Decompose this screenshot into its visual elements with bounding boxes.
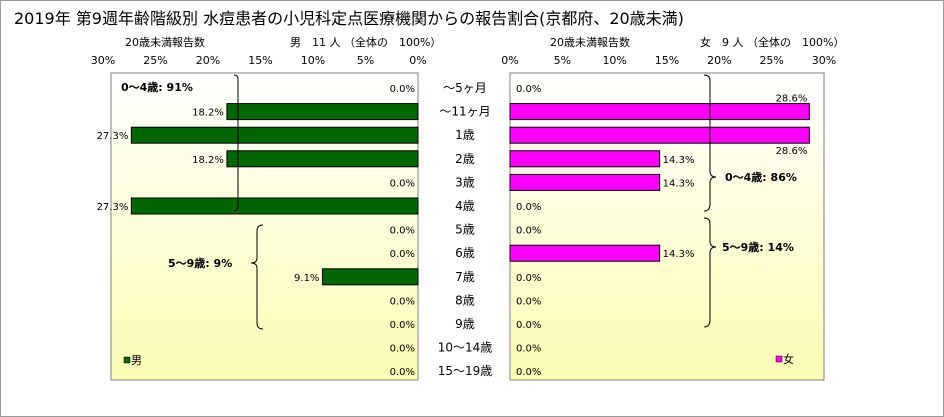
male-bar: [321, 268, 419, 286]
female-legend-swatch: [775, 355, 783, 363]
male-5-9-bracket: [250, 224, 264, 330]
category-label: 3歳: [455, 175, 475, 189]
category-label: 7歳: [455, 270, 475, 284]
male-value-label: 0.0%: [390, 296, 415, 307]
male-bars: 0.0% 18.2% 27.3% 18.2% 0.0% 27.3% 0.0% 0.0% 9.1%…: [97, 84, 419, 378]
female-annotation-0-4: 0～4歳: 86%: [725, 170, 797, 184]
female-value-label: 0.0%: [516, 296, 541, 307]
male-value-label: 9.1%: [294, 273, 319, 284]
female-plot-area: [509, 72, 825, 381]
female-bar: [509, 103, 810, 121]
male-0-4-bracket: [233, 74, 239, 212]
female-value-label: 14.3%: [663, 155, 695, 166]
female-axis-ticks: 0% 5% 10% 15% 20% 25% 30%: [501, 54, 836, 67]
male-bar: [226, 150, 419, 168]
female-value-label: 0.0%: [516, 320, 541, 331]
female-axis-tick-label: 5%: [554, 54, 571, 67]
category-label: 9歳: [455, 317, 475, 331]
male-header: 男 11 人 （全体の 100%）: [290, 35, 441, 49]
female-annotation-5-9: 5～9歳: 14%: [722, 240, 794, 254]
male-axis-tick-label: 30%: [91, 54, 115, 67]
male-axis-tick-label: 10%: [301, 54, 325, 67]
category-label: 6歳: [455, 246, 475, 260]
category-label: 1歳: [455, 128, 475, 142]
male-plot-area: [110, 72, 419, 381]
female-value-label: 28.6%: [776, 146, 808, 157]
category-label: 10～14歳: [438, 341, 493, 355]
female-5-9-bracket: [703, 217, 717, 328]
female-legend-label: 女: [783, 352, 794, 366]
male-annotation-5-9: 5～9歳: 9%: [168, 256, 232, 270]
male-value-label: 18.2%: [192, 108, 224, 119]
male-value-label: 18.2%: [192, 155, 224, 166]
female-value-label: 0.0%: [516, 344, 541, 355]
category-label: ～11ヶ月: [439, 105, 490, 119]
female-axis-tick-label: 10%: [602, 54, 626, 67]
male-value-label: 0.0%: [390, 367, 415, 378]
female-bars: 0.0% 28.6% 28.6% 14.3% 14.3% 0.0% 0.0% 14.3% 0.0…: [509, 84, 810, 378]
female-value-label: 0.0%: [516, 273, 541, 284]
category-label: ～5ヶ月: [443, 81, 487, 95]
female-bar: [509, 173, 661, 191]
female-axis-tick-label: 0%: [501, 54, 518, 67]
female-value-label: 14.3%: [663, 249, 695, 260]
female-bar: [509, 126, 810, 144]
male-bar: [130, 197, 419, 215]
female-bar: [509, 244, 661, 262]
male-bar: [226, 103, 419, 121]
male-value-label: 0.0%: [390, 249, 415, 260]
female-header: 女 9 人 （全体の 100%）: [700, 35, 844, 49]
female-axis-tick-label: 25%: [759, 54, 783, 67]
male-axis-tick-label: 15%: [248, 54, 272, 67]
male-axis-tick-label: 25%: [143, 54, 167, 67]
male-value-label: 0.0%: [390, 226, 415, 237]
category-label: 15～19歳: [438, 364, 493, 378]
category-label: 2歳: [455, 152, 475, 166]
male-axis-tick-label: 20%: [196, 54, 220, 67]
male-value-label: 0.0%: [390, 178, 415, 189]
female-value-label: 0.0%: [516, 202, 541, 213]
category-labels: ～5ヶ月 ～11ヶ月 1歳 2歳 3歳 4歳 5歳 6歳 7歳 8歳 9歳 10～14歳 15～19歳: [438, 81, 493, 378]
male-value-label: 0.0%: [390, 320, 415, 331]
male-axis-ticks: 30% 25% 20% 15% 10% 5% 0%: [91, 54, 427, 67]
female-axis-title: 20歳未満報告数: [550, 36, 630, 49]
male-legend-swatch: [123, 356, 131, 364]
male-legend-label: 男: [131, 354, 142, 367]
male-value-label: 0.0%: [390, 344, 415, 355]
female-value-label: 0.0%: [516, 367, 541, 378]
category-label: 8歳: [455, 293, 475, 307]
female-value-label: 14.3%: [663, 178, 695, 189]
female-value-label: 0.0%: [516, 84, 541, 95]
male-axis-title: 20歳未満報告数: [125, 36, 205, 49]
female-axis-tick-label: 15%: [655, 54, 679, 67]
male-axis-tick-label: 0%: [409, 54, 426, 67]
chart-title: 2019年 第9週年齢階級別 水痘患者の小児科定点医療機関からの報告割合(京都府…: [14, 9, 684, 28]
female-axis-tick-label: 20%: [707, 54, 731, 67]
female-value-label: 0.0%: [516, 226, 541, 237]
male-bar: [130, 126, 419, 144]
male-value-label: 0.0%: [390, 84, 415, 95]
female-value-label: 28.6%: [776, 94, 808, 105]
male-value-label: 27.3%: [97, 202, 129, 213]
category-label: 4歳: [455, 199, 475, 213]
female-bar: [509, 150, 661, 168]
male-annotation-0-4: 0～4歳: 91%: [121, 80, 193, 94]
male-axis-tick-label: 5%: [357, 54, 374, 67]
male-value-label: 27.3%: [97, 131, 129, 142]
female-axis-tick-label: 30%: [812, 54, 836, 67]
female-0-4-bracket: [703, 74, 717, 212]
category-label: 5歳: [455, 223, 475, 237]
